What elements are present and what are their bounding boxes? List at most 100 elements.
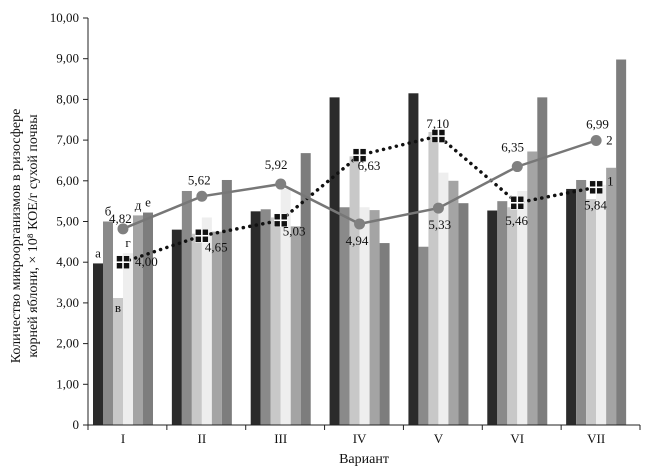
data-label-1-II: 4,65	[205, 240, 228, 255]
bar-е-I	[143, 212, 153, 425]
bar-letter-г: г	[125, 235, 130, 250]
data-label-1-I: 4,00	[135, 254, 158, 269]
x-tick-label-IV: IV	[353, 431, 367, 446]
bar-в-I	[113, 298, 123, 425]
bar-б-V	[418, 246, 429, 425]
data-label-1-VII: 5,84	[584, 197, 607, 212]
bar-в-IV	[349, 156, 360, 425]
data-label-1-VI: 5,46	[505, 213, 528, 228]
data-label-2-IV: 4,94	[346, 233, 369, 248]
bar-б-II	[181, 190, 192, 425]
bar-е-II	[221, 179, 232, 425]
labels-layer: а б в г д е 4,00 4,65 5,03 6,63 7,10 5,46 5,841 4,82 5…	[95, 116, 614, 315]
lines-layer	[116, 129, 603, 269]
bar-а-III	[250, 211, 261, 425]
bar-в-III	[270, 217, 281, 425]
data-label-2-V: 5,33	[428, 217, 451, 232]
marker-square-V	[431, 129, 446, 143]
x-tick-label-II: II	[198, 431, 207, 446]
bar-а-V	[408, 93, 419, 426]
bar-в-II	[191, 233, 202, 425]
bar-г-VI	[517, 190, 528, 425]
y-axis-title-line2: корней яблони, × 10⁸ КОЕ/г сухой почвы	[26, 114, 41, 358]
marker-square-I	[116, 255, 130, 269]
bar-г-IV	[359, 207, 370, 425]
bar-д-VII	[606, 167, 617, 425]
data-label-2-II: 5,62	[188, 172, 211, 187]
marker-circle-IV	[354, 218, 366, 230]
data-label-2-III: 5,92	[265, 157, 288, 172]
bar-е-IV	[379, 243, 390, 425]
marker-square-III	[273, 213, 288, 228]
x-tick-label-VI: VI	[510, 431, 524, 446]
y-tick-label: 4,00	[56, 254, 79, 269]
data-label-1-III: 5,03	[283, 223, 306, 238]
marker-square-VII	[589, 180, 603, 195]
bar-letter-е: е	[145, 195, 151, 210]
y-tick-label: 7,00	[56, 132, 79, 147]
x-tick-label-III: III	[274, 431, 287, 446]
bar-б-III	[260, 209, 271, 425]
marker-square-II	[195, 228, 209, 243]
y-tick-label: 9,00	[56, 51, 79, 66]
marker-square-VI	[510, 196, 525, 210]
bar-в-VII	[586, 199, 597, 425]
bar-г-VII	[596, 184, 607, 425]
y-axis-title-line1: Количество микроорганизмов в ризосфере	[9, 109, 24, 364]
y-tick-label: 2,00	[56, 336, 79, 351]
bar-letter-а: а	[95, 245, 101, 260]
marker-circle-VII	[590, 135, 602, 147]
bars-layer	[93, 59, 627, 426]
series-name-1: 1	[607, 173, 614, 188]
bar-г-V	[438, 172, 449, 425]
bar-д-I	[133, 215, 143, 425]
bar-letter-б: б	[105, 204, 112, 219]
x-tick-label-VII: VII	[587, 431, 605, 446]
bar-д-V	[448, 180, 459, 425]
y-tick-label: 8,00	[56, 91, 79, 106]
bar-д-III	[290, 226, 301, 425]
marker-circle-I	[117, 223, 129, 235]
bar-д-IV	[369, 210, 380, 425]
bar-в-V	[428, 131, 439, 425]
bar-а-IV	[329, 97, 340, 426]
x-tick-label-I: I	[121, 431, 125, 446]
bar-б-VI	[497, 201, 508, 425]
bar-е-III	[300, 153, 311, 425]
ticks-layer: 0 1,00 2,00 3,00 4,00 5,00 6,00 7,00 8,00 9,00 10,…	[50, 10, 641, 446]
marker-circle-V	[432, 202, 444, 214]
marker-circle-VI	[511, 161, 523, 173]
y-tick-label: 0	[73, 417, 80, 432]
bar-г-II	[201, 217, 212, 425]
bar-д-II	[211, 231, 222, 425]
data-label-1-V: 7,10	[426, 116, 449, 131]
bar-д-VI	[527, 151, 538, 425]
y-tick-label: 6,00	[56, 173, 79, 188]
marker-square-IV	[352, 148, 367, 162]
y-tick-label: 3,00	[56, 295, 79, 310]
bar-б-I	[103, 221, 113, 425]
bar-б-VII	[576, 179, 587, 425]
series-name-2: 2	[606, 133, 613, 148]
bar-letter-в: в	[115, 300, 121, 315]
bar-letter-д: д	[135, 197, 142, 212]
data-label-2-VII: 6,99	[586, 117, 609, 132]
marker-circle-II	[196, 190, 208, 202]
bar-а-II	[171, 229, 182, 425]
bar-г-III	[280, 188, 291, 425]
data-label-1-IV: 6,63	[358, 158, 381, 173]
marker-circle-III	[275, 178, 287, 190]
bar-е-VI	[537, 97, 548, 426]
data-label-2-I: 4,82	[109, 211, 132, 226]
x-tick-label-V: V	[434, 431, 444, 446]
bar-е-VII	[616, 59, 627, 425]
bar-е-V	[458, 203, 469, 425]
bar-а-I	[93, 263, 103, 425]
bar-а-VI	[487, 210, 498, 425]
bar-в-VI	[507, 207, 518, 425]
y-tick-label: 1,00	[56, 376, 79, 391]
data-label-2-VI: 6,35	[501, 140, 524, 155]
bar-г-I	[123, 253, 133, 425]
x-axis-title: Вариант	[339, 452, 389, 467]
